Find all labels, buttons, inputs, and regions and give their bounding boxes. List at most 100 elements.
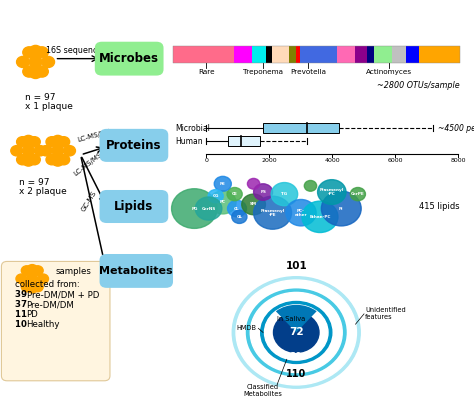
Text: PI: PI — [339, 206, 344, 211]
Text: GC-MS: GC-MS — [81, 190, 98, 213]
Circle shape — [27, 283, 38, 293]
Circle shape — [264, 305, 328, 360]
Circle shape — [17, 137, 28, 147]
Text: samples: samples — [56, 267, 92, 276]
FancyBboxPatch shape — [1, 261, 110, 381]
Circle shape — [242, 194, 265, 215]
Text: Proteins: Proteins — [106, 139, 162, 152]
Text: 10: 10 — [15, 320, 30, 329]
Bar — [374, 46, 392, 63]
Circle shape — [58, 137, 70, 147]
Circle shape — [32, 282, 43, 292]
Bar — [263, 123, 338, 133]
Circle shape — [271, 183, 298, 206]
Text: Pre-DM/DM: Pre-DM/DM — [27, 300, 74, 309]
Text: Prevotella: Prevotella — [290, 69, 326, 75]
Text: CerPE: CerPE — [351, 192, 365, 196]
Circle shape — [214, 176, 231, 191]
Text: 0: 0 — [204, 158, 208, 163]
Circle shape — [23, 47, 36, 58]
FancyBboxPatch shape — [100, 190, 168, 223]
Circle shape — [16, 274, 27, 284]
Text: Lipids: Lipids — [114, 200, 154, 213]
Circle shape — [28, 154, 40, 165]
Text: HMDB: HMDB — [236, 325, 256, 331]
Text: Classified
Metabolites: Classified Metabolites — [244, 384, 283, 397]
Bar — [234, 46, 252, 63]
Circle shape — [350, 188, 365, 201]
Bar — [272, 46, 289, 63]
Text: 39: 39 — [15, 290, 30, 299]
Text: Rare: Rare — [198, 69, 215, 75]
Circle shape — [52, 135, 64, 146]
Circle shape — [172, 189, 217, 228]
Bar — [300, 46, 337, 63]
Circle shape — [46, 137, 58, 147]
Circle shape — [286, 199, 316, 226]
Text: Healthy: Healthy — [27, 320, 60, 329]
Circle shape — [36, 66, 48, 77]
Bar — [356, 46, 367, 63]
Text: 110: 110 — [286, 369, 306, 379]
Text: LC-MS/MS: LC-MS/MS — [73, 151, 103, 177]
Circle shape — [17, 154, 28, 165]
Text: 89: 89 — [290, 351, 302, 361]
Text: Metabolites: Metabolites — [100, 266, 173, 276]
Circle shape — [23, 146, 34, 156]
Text: Ethan-PC: Ethan-PC — [309, 215, 331, 219]
Circle shape — [232, 277, 360, 388]
Circle shape — [36, 47, 48, 58]
Circle shape — [273, 313, 319, 352]
Circle shape — [195, 197, 222, 220]
Text: PS: PS — [260, 190, 266, 194]
Text: 8000: 8000 — [451, 158, 466, 163]
Circle shape — [23, 156, 34, 166]
Circle shape — [23, 66, 36, 77]
Bar — [406, 46, 419, 63]
Circle shape — [64, 146, 75, 156]
Circle shape — [23, 135, 34, 146]
Text: PG: PG — [191, 206, 198, 211]
Circle shape — [34, 146, 46, 156]
Wedge shape — [276, 305, 317, 332]
FancyBboxPatch shape — [100, 254, 173, 288]
Text: 16S sequencing: 16S sequencing — [46, 45, 110, 55]
Circle shape — [52, 146, 64, 156]
Circle shape — [21, 266, 32, 275]
Circle shape — [11, 146, 23, 156]
Circle shape — [46, 154, 58, 165]
Text: SM: SM — [250, 202, 257, 206]
Text: Plasmenyl
-PE: Plasmenyl -PE — [260, 209, 285, 217]
Text: PC-
ether: PC- ether — [295, 209, 307, 217]
FancyBboxPatch shape — [95, 42, 164, 76]
Circle shape — [228, 200, 246, 217]
Text: LC-MS/MS: LC-MS/MS — [76, 129, 111, 143]
Circle shape — [302, 201, 338, 233]
Circle shape — [27, 265, 38, 274]
Circle shape — [29, 67, 42, 78]
Text: Unidentified
features: Unidentified features — [365, 307, 406, 320]
Circle shape — [42, 57, 55, 67]
Bar — [252, 46, 265, 63]
Circle shape — [227, 188, 242, 201]
Bar — [173, 46, 234, 63]
Circle shape — [254, 184, 273, 200]
Circle shape — [304, 180, 317, 191]
Bar — [419, 46, 460, 63]
Circle shape — [17, 57, 29, 67]
Text: n = 97: n = 97 — [25, 93, 55, 102]
Text: 2000: 2000 — [262, 158, 277, 163]
Bar — [367, 46, 374, 63]
Text: 415 lipids: 415 lipids — [419, 202, 460, 211]
Text: PE: PE — [220, 182, 226, 186]
Circle shape — [52, 156, 64, 166]
Circle shape — [29, 57, 42, 67]
Text: Treponema: Treponema — [243, 69, 283, 75]
Text: In Saliva: In Saliva — [277, 316, 306, 322]
Circle shape — [210, 191, 236, 214]
Circle shape — [247, 178, 260, 189]
Text: x 1 plaque: x 1 plaque — [25, 102, 73, 111]
Text: 11: 11 — [15, 310, 30, 319]
Text: CerNS: CerNS — [201, 206, 216, 211]
Circle shape — [232, 210, 247, 223]
